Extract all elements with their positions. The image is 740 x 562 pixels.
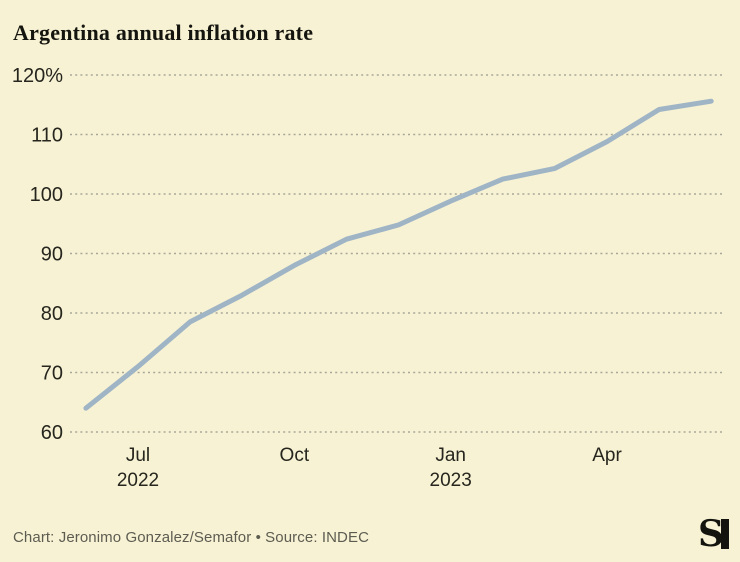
page-title: Argentina annual inflation rate xyxy=(13,20,314,45)
y-tick-label: 70 xyxy=(41,363,63,385)
inflation-line xyxy=(83,98,714,411)
semafor-logo: S xyxy=(700,516,729,550)
x-tick-year-label: 2022 xyxy=(117,470,159,491)
y-tick-label: 110 xyxy=(31,125,63,147)
y-tick-label: 90 xyxy=(41,244,63,266)
y-tick-label: 60 xyxy=(41,422,63,444)
x-tick-label: Jan xyxy=(435,445,466,466)
x-tick-label: Jul xyxy=(126,445,150,466)
svg-text:S: S xyxy=(700,516,724,550)
y-tick-label: 120% xyxy=(12,65,63,87)
x-tick-label: Apr xyxy=(592,445,622,466)
x-tick-year-label: 2023 xyxy=(430,470,472,491)
y-tick-label: 80 xyxy=(41,303,63,325)
x-tick-label: Oct xyxy=(280,445,310,466)
chart-credit: Chart: Jeronimo Gonzalez/Semafor • Sourc… xyxy=(13,529,370,546)
y-tick-label: 100 xyxy=(30,184,63,206)
